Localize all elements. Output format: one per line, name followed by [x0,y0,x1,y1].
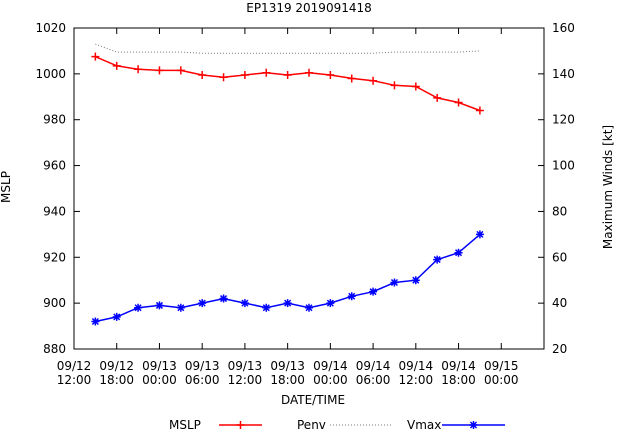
vmax-point [433,255,442,264]
x-tick-label-time: 18:00 [270,373,305,387]
left-y-axis: 880 900 920 940 960 980 1000 1020 [35,21,80,356]
mslp-point [134,65,143,74]
vmax-point [240,299,249,308]
x-tick-label-date: 09/14 [356,359,391,373]
penv-line [95,43,480,54]
x-tick-label-date: 09/12 [99,359,134,373]
legend-label-penv: Penv [297,418,326,432]
series-penv [95,43,480,54]
vmax-point [134,303,143,312]
vmax-point [91,317,100,326]
y-left-tick-label: 900 [43,296,66,310]
mslp-point [198,71,207,80]
series-vmax [91,230,484,326]
vmax-point [112,312,121,321]
mslp-point [411,82,420,91]
vmax-point [198,299,207,308]
y-left-tick-label: 1000 [35,67,66,81]
y-right-tick-label: 120 [552,113,575,127]
vmax-point [262,303,271,312]
plot-frame [73,27,545,350]
x-tick-label-time: 12:00 [57,373,92,387]
x-tick-label-date: 09/13 [270,359,305,373]
x-tick-label-date: 09/14 [399,359,434,373]
x-tick-label-time: 18:00 [99,373,134,387]
mslp-point [155,66,164,75]
x-tick-label-time: 00:00 [313,373,348,387]
y-right-tick-label: 40 [552,296,567,310]
x-tick-label-time: 12:00 [228,373,263,387]
chart-title: EP1319 2019091418 [246,1,372,15]
vmax-point [347,292,356,301]
left-y-axis-label: MSLP [0,171,13,203]
x-tick-label-time: 06:00 [356,373,391,387]
x-tick-label-time: 00:00 [142,373,177,387]
mslp-point [262,68,271,77]
y-left-tick-label: 960 [43,159,66,173]
x-axis-label: DATE/TIME [281,393,345,407]
mslp-point [454,98,463,107]
y-left-tick-label: 920 [43,250,66,264]
vmax-point [305,303,313,312]
vmax-point [411,276,420,285]
x-tick-label-date: 09/15 [484,359,519,373]
mslp-point [433,93,442,102]
y-right-tick-label: 60 [552,250,567,264]
x-tick-label-date: 09/14 [313,359,348,373]
vmax-point [219,294,228,303]
y-left-tick-label: 940 [43,204,66,218]
mslp-point [91,52,100,61]
mslp-point [305,68,313,77]
legend-label-mslp: MSLP [169,418,201,432]
x-tick-label-date: 09/13 [228,359,263,373]
series-layer [91,43,484,326]
vmax-point [369,287,378,296]
y-right-tick-label: 80 [552,204,567,218]
y-left-tick-label: 980 [43,113,66,127]
vmax-point [475,230,484,239]
vmax-point [176,303,185,312]
mslp-point [390,81,399,90]
mslp-point [240,71,249,80]
mslp-point [219,73,228,82]
legend-marker-mslp [236,421,245,429]
x-tick-label-time: 18:00 [441,373,476,387]
plot-border [73,27,545,350]
mslp-point [176,66,185,75]
series-mslp [91,52,484,115]
legend-marker-vmax [469,421,478,429]
right-y-axis-label: Maximum Winds [kt] [601,125,615,249]
y-right-tick-label: 100 [552,159,575,173]
x-tick-label-date: 09/12 [57,359,92,373]
legend-label-vmax: Vmax [407,418,441,432]
y-left-tick-label: 1020 [35,21,66,35]
vmax-point [155,301,164,310]
x-tick-label-date: 09/14 [441,359,476,373]
mslp-point [347,74,356,83]
mslp-point [475,106,484,115]
mslp-point [326,71,335,80]
vmax-point [283,299,292,308]
mslp-line [95,56,481,112]
vmax-point [454,248,463,257]
legend: MSLP Penv Vmax [169,418,505,432]
mslp-point [112,61,121,70]
y-right-tick-label: 160 [552,21,575,35]
mslp-point [369,76,378,85]
x-tick-label-date: 09/13 [142,359,177,373]
y-left-tick-label: 880 [43,342,66,356]
x-axis: 09/1212:0009/1218:0009/1300:0009/1306:00… [57,28,519,387]
x-tick-label-time: 12:00 [399,373,434,387]
x-tick-label-time: 00:00 [484,373,519,387]
vmax-line [95,233,481,323]
x-tick-label-date: 09/13 [185,359,220,373]
vmax-point [390,278,399,287]
vmax-point [326,299,335,308]
right-y-axis: 20 40 60 80 100 120 140 160 [538,21,575,356]
x-tick-label-time: 06:00 [185,373,220,387]
mslp-point [283,71,292,80]
y-right-tick-label: 20 [552,342,567,356]
y-right-tick-label: 140 [552,67,575,81]
